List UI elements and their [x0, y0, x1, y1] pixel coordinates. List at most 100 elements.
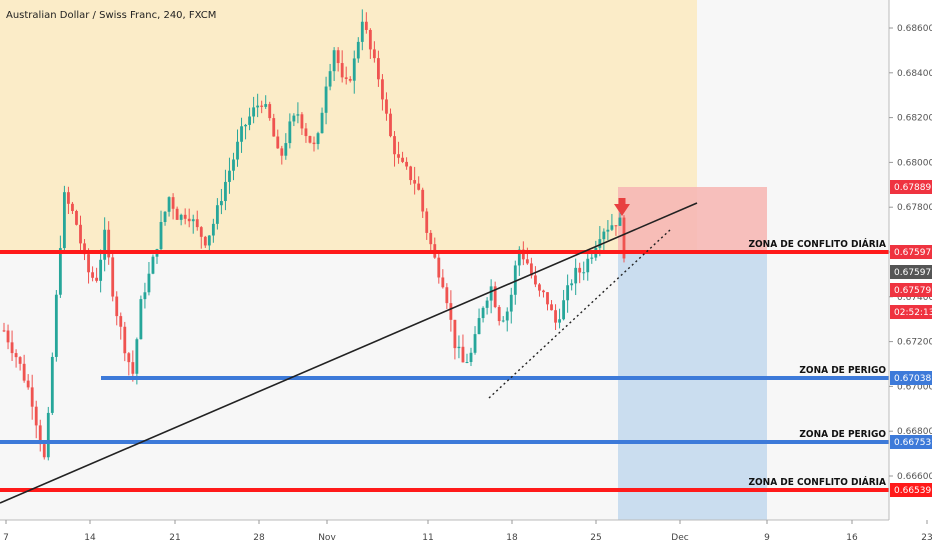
candle-body — [151, 256, 155, 274]
candle — [139, 295, 143, 340]
candle — [46, 406, 50, 461]
candle — [99, 249, 103, 293]
candle-body — [123, 326, 127, 354]
candle — [95, 267, 99, 283]
candle-body — [348, 78, 352, 81]
candle-body — [215, 205, 219, 224]
zone-label-2: ZONA DE PERIGO — [799, 429, 886, 440]
svg-text:0.67597: 0.67597 — [894, 268, 931, 278]
candle-body — [264, 104, 268, 107]
candle-body — [272, 118, 276, 137]
candle-body — [368, 29, 372, 50]
candle — [62, 185, 66, 252]
time-axis[interactable] — [0, 520, 932, 550]
time-tick-label: Dec — [671, 533, 688, 543]
candle-body — [300, 114, 304, 129]
candle — [119, 312, 123, 340]
candle-body — [236, 141, 239, 160]
candle-body — [614, 225, 618, 227]
time-tick-label: 16 — [846, 533, 858, 543]
candle — [453, 319, 457, 360]
candle — [449, 290, 453, 332]
candle-body — [95, 277, 99, 281]
candle-body — [248, 116, 251, 125]
candle-body — [71, 203, 74, 211]
trendline-dotted[interactable] — [488, 229, 671, 399]
zone-label-3: ZONA DE CONFLITO DIÁRIA — [749, 475, 887, 488]
candle — [103, 217, 107, 272]
candle — [622, 215, 626, 263]
candle — [352, 50, 356, 94]
candle — [75, 209, 78, 226]
candle — [546, 292, 549, 311]
price-tick-label: 0.68000 — [897, 158, 932, 168]
candle-body — [203, 236, 207, 246]
candle-body — [159, 221, 163, 250]
candle — [372, 41, 376, 63]
candle-body — [457, 346, 461, 349]
candle-body — [465, 362, 469, 364]
candle — [54, 289, 58, 362]
candle — [187, 208, 191, 228]
candle-body — [461, 346, 465, 363]
candle — [336, 47, 340, 72]
candle-body — [99, 259, 103, 281]
candle-body — [534, 275, 537, 285]
candle-body — [598, 239, 602, 248]
candle-body — [610, 225, 614, 230]
candle-body — [67, 192, 70, 204]
price-badge: 0.67889 — [890, 180, 932, 194]
candle — [356, 37, 360, 63]
candle-body — [421, 189, 425, 212]
candle-body — [103, 229, 107, 260]
candle-body — [481, 307, 485, 319]
candle — [461, 334, 465, 363]
price-axis[interactable] — [889, 0, 932, 520]
candle-body — [493, 286, 497, 308]
candle — [570, 279, 574, 291]
price-badges: 0.67889 0.67597 0.67597 0.67579 02:52:13 0.67… — [890, 180, 932, 497]
candle-body — [441, 277, 445, 288]
candle-body — [453, 319, 457, 349]
candle-body — [143, 292, 147, 300]
candle — [477, 308, 481, 335]
candle — [224, 169, 227, 211]
candle-body — [232, 159, 235, 171]
trendline-main[interactable] — [0, 202, 698, 504]
candle-body — [574, 267, 578, 284]
candle — [195, 210, 199, 231]
candle — [578, 262, 582, 284]
candle — [67, 186, 70, 215]
candle-body — [240, 126, 243, 142]
candle — [159, 210, 163, 252]
candle — [320, 107, 324, 134]
candle — [244, 123, 247, 140]
candle — [348, 76, 352, 83]
candle-body — [195, 219, 199, 228]
candle — [417, 176, 421, 191]
candle-body — [437, 257, 441, 278]
candle — [292, 113, 296, 127]
candle — [284, 133, 288, 160]
candle — [203, 235, 207, 248]
candle-body — [127, 353, 131, 363]
candle — [340, 50, 344, 83]
candle — [582, 261, 586, 281]
candle-body — [50, 356, 54, 413]
candle — [276, 129, 280, 149]
candle-body — [622, 217, 626, 259]
candle — [610, 213, 614, 232]
candle — [509, 287, 513, 324]
candle — [14, 349, 18, 368]
candle-body — [425, 211, 429, 233]
candle-body — [256, 105, 260, 108]
candle — [111, 253, 115, 302]
candle — [312, 136, 316, 152]
candle — [397, 141, 400, 164]
candle — [344, 66, 348, 85]
price-badge: 0.67597 — [890, 265, 932, 279]
candle-body — [578, 267, 582, 273]
candle — [232, 152, 235, 181]
candle — [385, 92, 388, 121]
